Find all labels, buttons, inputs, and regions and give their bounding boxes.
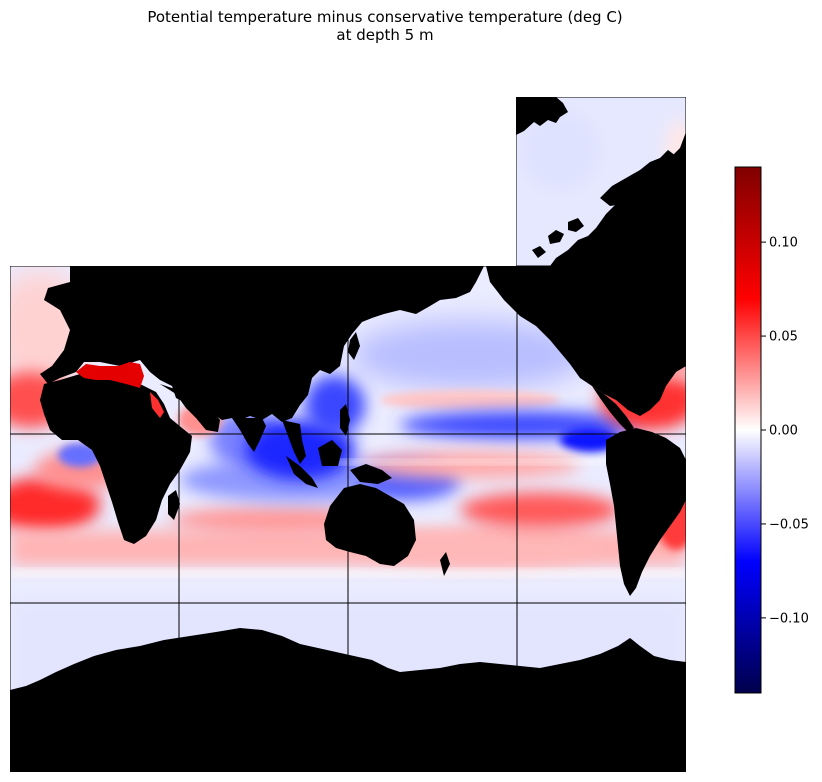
- land-central-america: [592, 386, 634, 432]
- land-australia: [324, 484, 416, 566]
- colorbar-tick-label: −0.05: [769, 517, 809, 532]
- land-madagascar: [168, 490, 180, 520]
- land-eurasia: [40, 266, 484, 422]
- colorbar-gradient: [735, 167, 761, 693]
- arctic-land-greenland: [600, 150, 676, 206]
- land-borneo: [318, 440, 342, 466]
- colorbar-tick-label: 0.05: [769, 330, 798, 345]
- land-newguinea: [350, 464, 392, 484]
- arctic-land-east: [550, 97, 686, 266]
- land-arabia: [160, 384, 220, 432]
- title-line-1: Potential temperature minus conservative…: [147, 8, 623, 26]
- land-indochina: [282, 420, 306, 464]
- title-line-2: at depth 5 m: [336, 26, 434, 44]
- land-africa: [40, 374, 192, 544]
- land-south-america: [606, 428, 686, 596]
- red-sea-warm: [150, 392, 164, 418]
- land-india: [232, 418, 266, 452]
- land-newzealand: [440, 552, 450, 576]
- main-panel: [10, 266, 686, 772]
- land-north-america: [486, 266, 686, 416]
- colorbar-ticks: 0.10 0.05 0.00 −0.05 −0.10: [761, 236, 809, 626]
- land-japan: [348, 332, 360, 360]
- arctic-land-north: [516, 97, 568, 135]
- arctic-panel: [516, 97, 686, 266]
- colorbar-tick-label: 0.00: [769, 424, 798, 439]
- colorbar-tick-label: −0.10: [769, 611, 809, 626]
- arctic-islands: [532, 218, 604, 258]
- mediterranean-warm: [76, 362, 144, 388]
- land-sumatra: [286, 456, 318, 488]
- figure-title: Potential temperature minus conservative…: [0, 8, 770, 44]
- map-gridlines: [10, 266, 686, 772]
- colorbar-tick-label: 0.10: [769, 236, 798, 251]
- colorbar: 0.10 0.05 0.00 −0.05 −0.10: [734, 166, 809, 694]
